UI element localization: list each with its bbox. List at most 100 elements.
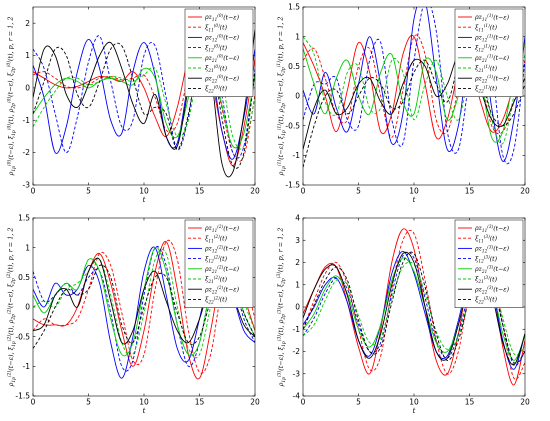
legend-entry: ξ21(1)(t) [475,64,498,73]
legend: ρz11(1)(t−ε)ξ11(1)(t)ρz12(1)(t−ε) ξ12(1)(… [454,8,524,97]
x-tick-label: 10 [139,187,149,196]
legend-entry: ξ21(0)(t) [205,64,228,73]
x-axis-label: t [413,196,416,204]
x-tick-label: 20 [250,398,260,407]
series-line-2 [303,229,525,380]
axes-frame [32,6,256,186]
x-tick-label: 20 [520,398,530,407]
legend-entry: ρz12(1)(t−ε) [474,33,510,42]
x-tick-label: 20 [520,187,530,196]
y-tick-label: 0 [295,303,300,312]
legend-entry: ρz12(0)(t−ε) [204,33,240,42]
x-tick-label: 15 [465,398,475,407]
subplot-1: 0 5 10 15 20 -3 -2 -1 0 1 2 ρz11(0)(t−ε)ξ11(0)(t)ρz… [7,6,260,204]
legend-entry: ξ12(0)(t) [205,44,228,53]
x-axis-label: t [143,196,146,204]
legend-entry: ρz21(0)(t−ε) [204,54,240,63]
y-tick-label: 0 [25,303,30,312]
legend-box [184,219,254,308]
y-tick-label: -1 [23,116,31,125]
series-line-7 [33,29,255,178]
x-tick-label: 0 [301,187,306,196]
y-tick-label: 1.5 [18,214,30,223]
x-tick-label: 10 [139,398,149,407]
x-tick-label: 0 [31,187,36,196]
legend-entry: ξ11(3)(t) [475,234,498,243]
legend-entry: ξ22(1)(t) [475,84,498,93]
y-tick-label: 4 [295,214,300,223]
series-line-8 [303,53,525,168]
x-tick-label: 10 [409,187,419,196]
legend-entry: ξ22(3)(t) [475,295,498,304]
subplot-2: 0 5 10 15 20-1.5-1-0.500.511.5ρz11(1)(t−ε)ξ1… [277,3,530,204]
axes-frame [32,217,256,397]
x-tick-label: 0 [301,398,306,407]
x-tick-label: 20 [250,187,260,196]
legend-entry: ρz22(0)(t−ε) [204,74,240,83]
legend-entry: ρz22(1)(t−ε) [474,74,510,83]
y-tick-label: -2 [293,347,301,356]
y-axis-label: ρ1p(3)(t−ε), ξ1p(3)(t), ρ2p(3)(t−ε), ξ2p… [277,228,287,388]
y-tick-label: 0 [25,84,30,93]
series-line-3 [33,35,255,160]
legend: ρz11(3)(t−ε)ξ11(3)(t)ρz12(3)(t−ε) ξ12(3)(… [454,219,524,308]
y-tick-label: 0.5 [18,273,30,282]
legend-entry: ρz21(1)(t−ε) [474,54,510,63]
legend-entry: ρz12(2)(t−ε) [204,244,240,253]
y-tick-label: 1 [295,32,300,41]
legend: ρz11(2)(t−ε)ξ11(2)(t)ρz12(2)(t−ε) ξ12(2)(… [184,219,254,308]
y-axis-label: ρ1p(1)(t−ε), ξ1p(1)(t), ρ2p(1)(t−ε), ξ2p… [277,17,287,177]
x-tick-label: 15 [465,187,475,196]
y-tick-label: -3 [23,181,31,190]
legend-entry: ξ21(2)(t) [205,275,228,284]
y-tick-label: -4 [293,392,301,401]
y-tick-label: -1 [293,151,301,160]
subplot-4: 0 5 10 15 20 -4 -3 -2 -1 0 1 2 3 4 ρz11(3)(t−ε)ξ11(3)(… [277,214,530,415]
axes-frame [302,6,526,186]
legend-entry: ρz11(1)(t−ε) [474,13,510,22]
y-tick-label: 1 [25,243,30,252]
legend-box [454,219,524,308]
y-tick-label: 1 [25,51,30,60]
legend-entry: ρz21(2)(t−ε) [204,265,240,274]
legend-entry: ρz11(3)(t−ε) [474,224,510,233]
legend-entry: ξ11(1)(t) [475,23,498,32]
legend: ρz11(0)(t−ε)ξ11(0)(t)ρz12(0)(t−ε) ξ12(0)(… [184,8,254,97]
x-axis-label: t [143,407,146,415]
series-line-8 [303,251,525,364]
legend-entry: ξ21(3)(t) [475,275,498,284]
y-tick-label: 2 [295,258,300,267]
legend-entry: ξ22(2)(t) [205,295,228,304]
subplot-3: 0 5 10 15 20-1.5-1-0.500.511.5ρz11(2)(t−ε)ξ1… [7,214,260,415]
x-tick-label: 0 [31,398,36,407]
y-axis-label: ρ1p(0)(t−ε), ξ1p(0)(t), ρ2p(0)(t−ε), ξ2p… [7,17,17,177]
legend-entry: ξ12(1)(t) [475,44,498,53]
y-tick-label: -3 [293,369,301,378]
y-tick-label: -2 [23,148,31,157]
x-tick-label: 5 [86,187,91,196]
x-axis-label: t [413,407,416,415]
y-tick-label: 0 [295,92,300,101]
y-axis-label: ρ1p(2)(t−ε), ξ1p(2)(t), ρ2p(2)(t−ε), ξ2p… [7,228,17,388]
y-tick-label: 1.5 [288,3,300,12]
legend-entry: ρz21(3)(t−ε) [474,265,510,274]
legend-entry: ξ22(0)(t) [205,84,228,93]
x-tick-label: 5 [356,187,361,196]
series-line-1 [303,35,525,140]
x-tick-label: 15 [195,187,205,196]
y-tick-label: -1 [293,325,301,334]
y-tick-label: -0.5 [15,332,30,341]
x-tick-label: 10 [409,398,419,407]
series-line-5 [303,42,525,143]
series-line-8 [33,42,255,169]
axes-frame [302,217,526,397]
legend-box [454,8,524,97]
y-tick-label: 2 [25,19,30,28]
x-tick-label: 5 [86,398,91,407]
legend-box [184,8,254,97]
legend-entry: ξ11(2)(t) [205,234,228,243]
legend-entry: ξ11(0)(t) [205,23,228,32]
legend-entry: ρz22(2)(t−ε) [204,285,240,294]
legend-entry: ξ12(2)(t) [205,255,228,264]
